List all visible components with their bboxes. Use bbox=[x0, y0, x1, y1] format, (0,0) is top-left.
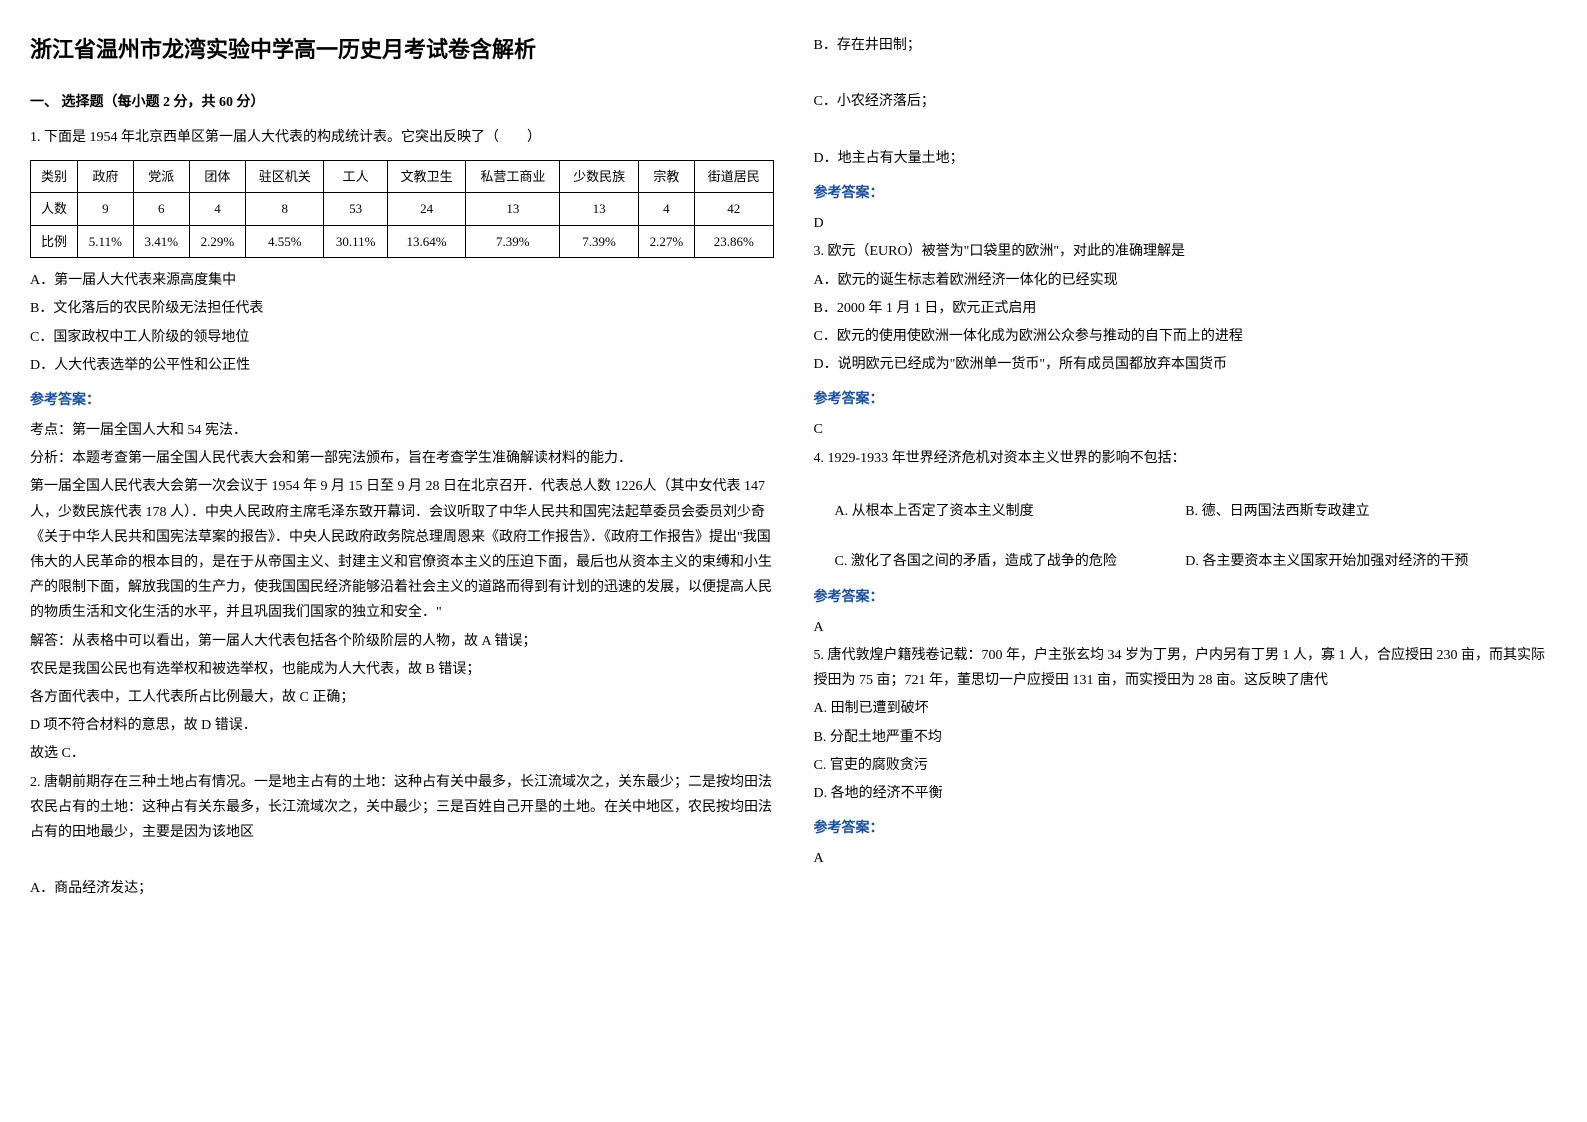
answer-label: 参考答案： bbox=[814, 816, 1558, 841]
cell: 宗教 bbox=[638, 160, 694, 192]
q1-analysis: 各方面代表中，工人代表所占比例最大，故 C 正确； bbox=[30, 685, 774, 710]
q1-analysis: 故选 C． bbox=[30, 741, 774, 766]
q2-optB: B．存在井田制； bbox=[814, 33, 1558, 58]
q1-optC: C．国家政权中工人阶级的领导地位 bbox=[30, 325, 774, 350]
q2-stem: 2. 唐朝前期存在三种土地占有情况。一是地主占有的土地：这种占有关中最多，长江流… bbox=[30, 770, 774, 846]
cell: 2.27% bbox=[638, 225, 694, 257]
cell: 人数 bbox=[31, 193, 78, 225]
q1-table: 类别 政府 党派 团体 驻区机关 工人 文教卫生 私营工商业 少数民族 宗教 街… bbox=[30, 160, 774, 258]
q3-optC: C．欧元的使用使欧洲一体化成为欧洲公众参与推动的自下而上的进程 bbox=[814, 324, 1558, 349]
table-row: 人数 9 6 4 8 53 24 13 13 4 42 bbox=[31, 193, 774, 225]
q1-optB: B．文化落后的农民阶级无法担任代表 bbox=[30, 296, 774, 321]
cell: 5.11% bbox=[78, 225, 134, 257]
cell: 4 bbox=[638, 193, 694, 225]
cell: 4.55% bbox=[246, 225, 324, 257]
q5-optC: C. 官吏的腐败贪污 bbox=[814, 753, 1558, 778]
table-row: 类别 政府 党派 团体 驻区机关 工人 文教卫生 私营工商业 少数民族 宗教 街… bbox=[31, 160, 774, 192]
cell: 2.29% bbox=[189, 225, 245, 257]
cell: 8 bbox=[246, 193, 324, 225]
left-column: 浙江省温州市龙湾实验中学高一历史月考试卷含解析 一、 选择题（每小题 2 分，共… bbox=[30, 30, 774, 904]
cell: 13 bbox=[560, 193, 638, 225]
q2-optC: C．小农经济落后； bbox=[814, 89, 1558, 114]
cell: 13.64% bbox=[387, 225, 465, 257]
q5-optD: D. 各地的经济不平衡 bbox=[814, 781, 1558, 806]
q5-answer: A bbox=[814, 846, 1558, 871]
cell: 文教卫生 bbox=[387, 160, 465, 192]
q5-optB: B. 分配土地严重不均 bbox=[814, 725, 1558, 750]
q1-analysis: 农民是我国公民也有选举权和被选举权，也能成为人大代表，故 B 错误； bbox=[30, 657, 774, 682]
cell: 政府 bbox=[78, 160, 134, 192]
q3-optA: A．欧元的诞生标志着欧洲经济一体化的已经实现 bbox=[814, 268, 1558, 293]
page-title: 浙江省温州市龙湾实验中学高一历史月考试卷含解析 bbox=[30, 30, 774, 70]
cell: 工人 bbox=[324, 160, 387, 192]
cell: 街道居民 bbox=[694, 160, 773, 192]
q1-analysis: 考点：第一届全国人大和 54 宪法． bbox=[30, 418, 774, 443]
cell: 7.39% bbox=[466, 225, 560, 257]
cell: 30.11% bbox=[324, 225, 387, 257]
cell: 少数民族 bbox=[560, 160, 638, 192]
q5-stem: 5. 唐代敦煌户籍残卷记载：700 年，户主张玄均 34 岁为丁男，户内另有丁男… bbox=[814, 643, 1558, 693]
right-column: B．存在井田制； C．小农经济落后； D．地主占有大量土地； 参考答案： D 3… bbox=[814, 30, 1558, 904]
q4-optB: B. 德、日两国法西斯专政建立 bbox=[1185, 499, 1557, 524]
q3-optB: B．2000 年 1 月 1 日，欧元正式启用 bbox=[814, 296, 1558, 321]
q3-stem: 3. 欧元（EURO）被誉为"口袋里的欧洲"，对此的准确理解是 bbox=[814, 239, 1558, 264]
cell: 团体 bbox=[189, 160, 245, 192]
cell: 7.39% bbox=[560, 225, 638, 257]
q1-analysis: 分析：本题考查第一届全国人民代表大会和第一部宪法颁布，旨在考查学生准确解读材料的… bbox=[30, 446, 774, 471]
q4-stem: 4. 1929-1933 年世界经济危机对资本主义世界的影响不包括： bbox=[814, 446, 1558, 471]
cell: 私营工商业 bbox=[466, 160, 560, 192]
q1-analysis: 解答：从表格中可以看出，第一届人大代表包括各个阶级阶层的人物，故 A 错误； bbox=[30, 629, 774, 654]
answer-label: 参考答案： bbox=[814, 585, 1558, 610]
q3-optD: D．说明欧元已经成为"欧洲单一货币"，所有成员国都放弃本国货币 bbox=[814, 352, 1558, 377]
cell: 53 bbox=[324, 193, 387, 225]
cell: 42 bbox=[694, 193, 773, 225]
answer-label: 参考答案： bbox=[30, 388, 774, 413]
answer-label: 参考答案： bbox=[814, 387, 1558, 412]
table-row: 比例 5.11% 3.41% 2.29% 4.55% 30.11% 13.64%… bbox=[31, 225, 774, 257]
section-heading: 一、 选择题（每小题 2 分，共 60 分） bbox=[30, 90, 774, 115]
cell: 13 bbox=[466, 193, 560, 225]
answer-label: 参考答案： bbox=[814, 181, 1558, 206]
q1-optD: D．人大代表选举的公平性和公正性 bbox=[30, 353, 774, 378]
cell: 6 bbox=[133, 193, 189, 225]
cell: 24 bbox=[387, 193, 465, 225]
q4-answer: A bbox=[814, 615, 1558, 640]
q1-optA: A．第一届人大代表来源高度集中 bbox=[30, 268, 774, 293]
q2-optA: A．商品经济发达； bbox=[30, 876, 774, 901]
cell: 类别 bbox=[31, 160, 78, 192]
cell: 党派 bbox=[133, 160, 189, 192]
cell: 23.86% bbox=[694, 225, 773, 257]
cell: 4 bbox=[189, 193, 245, 225]
q4-optD: D. 各主要资本主义国家开始加强对经济的干预 bbox=[1185, 549, 1557, 574]
cell: 比例 bbox=[31, 225, 78, 257]
q5-optA: A. 田制已遭到破坏 bbox=[814, 696, 1558, 721]
cell: 9 bbox=[78, 193, 134, 225]
q4-optA: A. 从根本上否定了资本主义制度 bbox=[814, 499, 1186, 524]
q1-stem: 1. 下面是 1954 年北京西单区第一届人大代表的构成统计表。它突出反映了（ … bbox=[30, 125, 774, 150]
q1-analysis: D 项不符合材料的意思，故 D 错误． bbox=[30, 713, 774, 738]
q2-answer: D bbox=[814, 211, 1558, 236]
q3-answer: C bbox=[814, 417, 1558, 442]
cell: 驻区机关 bbox=[246, 160, 324, 192]
q4-optC: C. 激化了各国之间的矛盾，造成了战争的危险 bbox=[814, 549, 1186, 574]
q1-analysis: 第一届全国人民代表大会第一次会议于 1954 年 9 月 15 日至 9 月 2… bbox=[30, 474, 774, 625]
cell: 3.41% bbox=[133, 225, 189, 257]
q2-optD: D．地主占有大量土地； bbox=[814, 146, 1558, 171]
